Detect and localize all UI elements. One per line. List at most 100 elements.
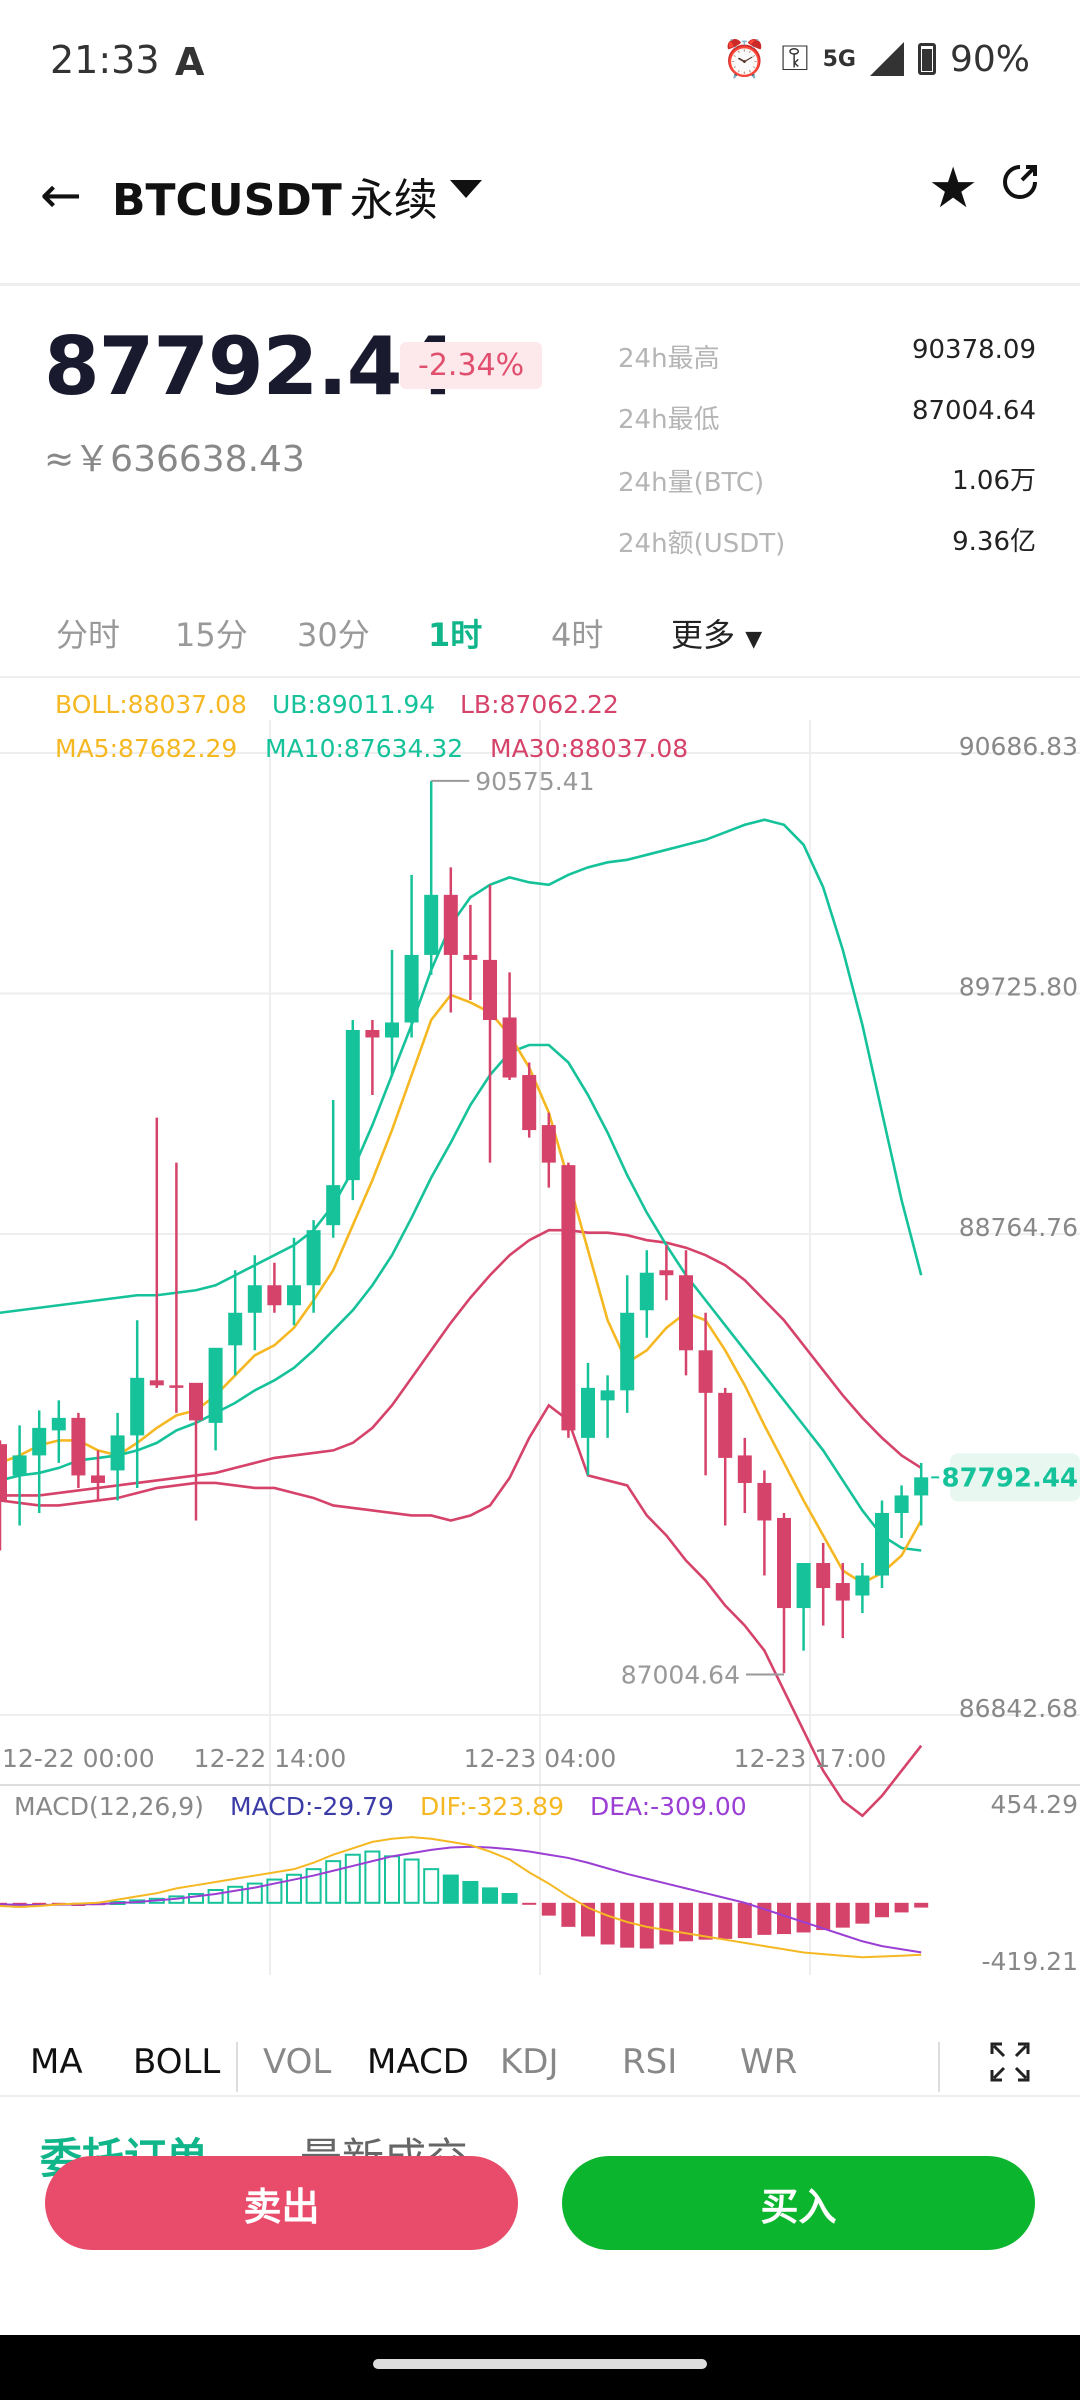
price-cny: ≈￥636638.43 bbox=[44, 439, 305, 480]
macd-histogram-bar bbox=[796, 1902, 811, 1933]
price-chart[interactable]: 90686.83 89725.80 88764.76 86842.68 12-22 00… bbox=[0, 680, 1080, 1980]
candle-body bbox=[208, 1347, 223, 1423]
macd-histogram-bar bbox=[698, 1902, 713, 1940]
stat-label-high: 24h最高 bbox=[618, 344, 720, 374]
macd-histogram-bar bbox=[659, 1902, 674, 1945]
macd-histogram-bar bbox=[581, 1902, 595, 1937]
macd-histogram-bar bbox=[522, 1902, 537, 1905]
candle-body bbox=[0, 1444, 7, 1501]
macd-histogram-bar bbox=[344, 1853, 361, 1904]
tab-timeframe-30m[interactable]: 30分 bbox=[297, 616, 370, 654]
macd-histogram-bar bbox=[639, 1902, 654, 1949]
favorite-star-icon[interactable]: ★ bbox=[928, 156, 979, 221]
candle-body bbox=[404, 954, 419, 1023]
candle-body bbox=[698, 1350, 713, 1393]
macd-params: MACD(12,26,9) bbox=[14, 1792, 204, 1821]
macd-histogram-bar bbox=[364, 1850, 381, 1904]
buy-button[interactable]: 买入 bbox=[562, 2156, 1035, 2250]
home-gesture-bar[interactable] bbox=[373, 2359, 707, 2369]
candle-body bbox=[443, 894, 458, 955]
tab-boll[interactable]: BOLL bbox=[133, 2042, 221, 2082]
y-tick-label: 90686.83 bbox=[959, 732, 1078, 761]
macd-histogram-bar bbox=[894, 1902, 909, 1913]
candle-body bbox=[424, 894, 439, 955]
legend-ma30: MA30:88037.08 bbox=[490, 734, 688, 763]
tab-wr[interactable]: WR bbox=[740, 2042, 798, 2082]
candle-body bbox=[32, 1427, 47, 1456]
status-icons: ⏰ ⚿ 5G 90% bbox=[722, 38, 1030, 80]
chevron-down-icon: ▼ bbox=[745, 627, 763, 652]
macd-histogram-bar bbox=[737, 1902, 752, 1939]
candle-body bbox=[620, 1312, 635, 1391]
share-icon[interactable] bbox=[1000, 162, 1040, 202]
macd-histogram-bar bbox=[32, 1902, 47, 1905]
candle-body bbox=[757, 1482, 772, 1521]
stat-label-low: 24h最低 bbox=[618, 405, 720, 435]
macd-histogram-bar bbox=[541, 1902, 556, 1916]
macd-histogram-bar bbox=[227, 1885, 244, 1904]
macd-histogram-bar bbox=[462, 1880, 479, 1904]
divider bbox=[0, 676, 1080, 678]
x-tick-label: 12-22 14:00 bbox=[194, 1744, 347, 1773]
macd-histogram-bar bbox=[403, 1858, 420, 1904]
candle-body bbox=[737, 1455, 752, 1483]
top-bar: ← BTCUSDT 永续 ★ bbox=[0, 140, 1080, 280]
candle-body bbox=[522, 1075, 537, 1131]
macd-histogram-bar bbox=[482, 1887, 498, 1904]
tab-timeframe-1h[interactable]: 1时 bbox=[428, 616, 483, 654]
tab-timeframe-4h[interactable]: 4时 bbox=[551, 616, 604, 654]
candle-body bbox=[130, 1377, 145, 1436]
candle-body bbox=[267, 1285, 282, 1306]
chevron-down-icon[interactable] bbox=[450, 180, 482, 198]
tab-macd[interactable]: MACD bbox=[367, 2042, 469, 2082]
macd-histogram-bar bbox=[501, 1892, 518, 1904]
stat-label-volume: 24h量(BTC) bbox=[618, 468, 765, 498]
candle-body bbox=[777, 1517, 791, 1609]
macd-value: MACD:-29.79 bbox=[230, 1792, 394, 1821]
legend-ma5: MA5:87682.29 bbox=[55, 734, 237, 763]
stat-label-turnover: 24h额(USDT) bbox=[618, 529, 786, 559]
macd-histogram-bar bbox=[855, 1902, 870, 1924]
ma5-line bbox=[0, 993, 923, 1585]
macd-histogram-bar bbox=[305, 1868, 322, 1904]
x-tick-label: 12-23 17:00 bbox=[734, 1744, 887, 1773]
dif-value: DIF:-323.89 bbox=[420, 1792, 564, 1821]
more-timeframes-button[interactable]: 更多 ▼ bbox=[671, 610, 762, 656]
candle-body bbox=[502, 1017, 517, 1078]
stat-value-turnover: 9.36亿 bbox=[952, 527, 1036, 557]
tab-ma[interactable]: MA bbox=[30, 2042, 83, 2082]
network-type: 5G bbox=[822, 46, 856, 72]
ma30-line bbox=[0, 1228, 922, 1497]
sell-button[interactable]: 卖出 bbox=[45, 2156, 518, 2250]
tab-separator bbox=[236, 2042, 238, 2092]
legend-lb: LB:87062.22 bbox=[460, 690, 619, 719]
symbol-title[interactable]: BTCUSDT 永续 bbox=[112, 164, 438, 228]
signal-icon bbox=[869, 42, 904, 76]
candle-body bbox=[875, 1512, 889, 1576]
candle-body bbox=[914, 1477, 929, 1496]
candle-body bbox=[91, 1475, 105, 1483]
candle-body bbox=[149, 1380, 164, 1386]
back-arrow-icon[interactable]: ← bbox=[40, 166, 82, 224]
candle-body bbox=[189, 1382, 203, 1421]
boll-upper-line bbox=[0, 818, 923, 1315]
x-tick-label: 12-23 04:00 bbox=[464, 1744, 617, 1773]
fullscreen-icon[interactable] bbox=[990, 2042, 1030, 2082]
candle-body bbox=[51, 1417, 66, 1431]
candle-body bbox=[835, 1583, 850, 1601]
tab-timeframe-line[interactable]: 分时 bbox=[56, 616, 121, 654]
contract-type: 永续 bbox=[349, 175, 438, 226]
macd-histogram-bar bbox=[835, 1902, 850, 1928]
battery-icon bbox=[917, 43, 936, 75]
status-time: 21:33 bbox=[50, 38, 160, 82]
candle-body bbox=[71, 1417, 86, 1476]
candle-body bbox=[894, 1495, 909, 1513]
candle-body bbox=[679, 1275, 693, 1351]
symbol-name: BTCUSDT bbox=[112, 175, 342, 226]
candle-body bbox=[855, 1575, 870, 1596]
tab-kdj[interactable]: KDJ bbox=[500, 2042, 559, 2082]
tab-rsi[interactable]: RSI bbox=[622, 2042, 678, 2082]
macd-histogram-bar bbox=[777, 1902, 791, 1935]
tab-vol[interactable]: VOL bbox=[263, 2042, 332, 2082]
tab-timeframe-15m[interactable]: 15分 bbox=[175, 616, 248, 654]
